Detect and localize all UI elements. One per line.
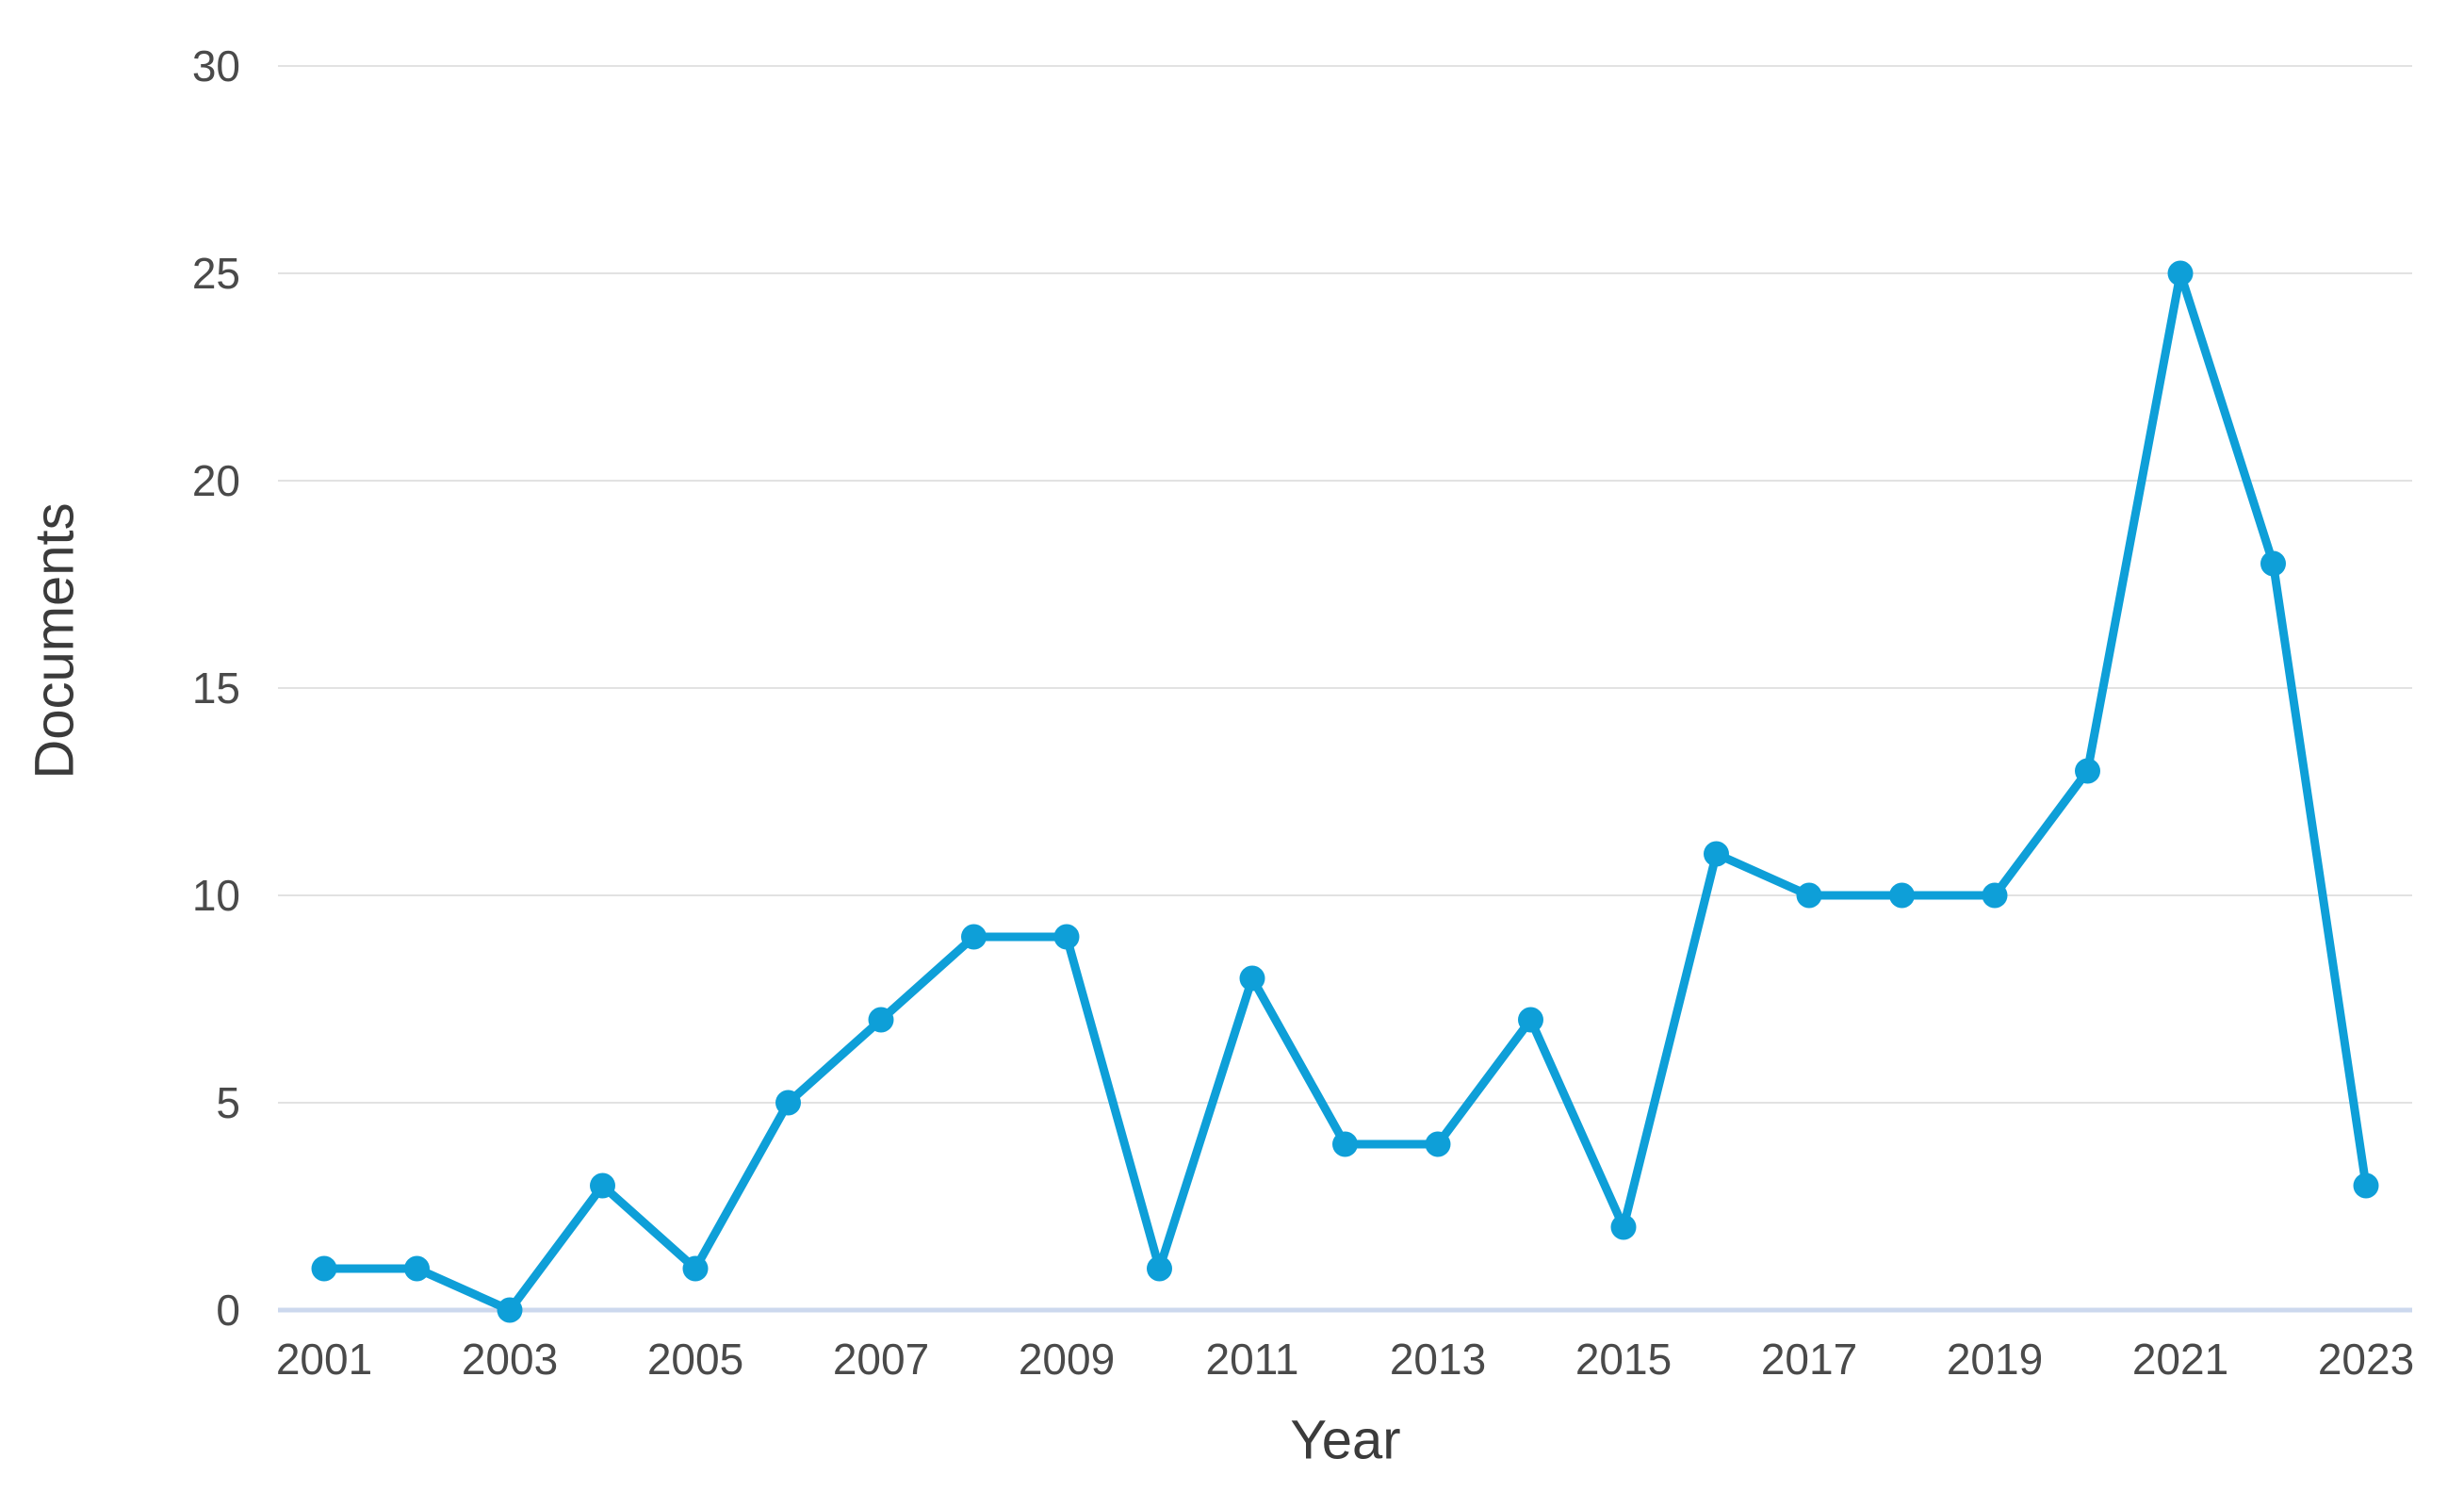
data-point-2012[interactable]: 2012: 4 (1332, 1131, 1358, 1157)
x-tick-label: 2021 (2132, 1335, 2228, 1384)
data-point-2013[interactable]: 2013: 4 (1425, 1131, 1451, 1157)
y-axis-title: Documents (24, 502, 86, 779)
x-tick-label: 2009 (1019, 1335, 1115, 1384)
data-point-2014[interactable]: 2014: 7 (1518, 1007, 1543, 1033)
data-point-2018[interactable]: 2018: 10 (1889, 882, 1915, 909)
data-point-2011[interactable]: 2011: 8 (1239, 965, 1265, 992)
data-point-2007[interactable]: 2007: 7 (868, 1007, 894, 1033)
x-axis-title: Year (1290, 1409, 1401, 1471)
data-point-2021[interactable]: 2021: 25 (2167, 260, 2194, 287)
x-tick-label: 2003 (462, 1335, 558, 1384)
data-point-2020[interactable]: 2020: 13 (2075, 758, 2100, 784)
y-tick-label: 20 (192, 456, 240, 505)
data-point-2022[interactable]: 2022: 18 (2260, 550, 2286, 577)
x-tick-label: 2015 (1575, 1335, 1672, 1384)
y-tick-label: 30 (192, 41, 240, 90)
y-tick-label: 15 (192, 664, 240, 713)
data-point-2001[interactable]: 2001: 1 (311, 1255, 337, 1282)
x-tick-label: 2005 (647, 1335, 743, 1384)
data-point-2017[interactable]: 2017: 10 (1796, 882, 1822, 909)
x-tick-label: 2001 (276, 1335, 372, 1384)
data-point-2010[interactable]: 2010: 1 (1147, 1255, 1172, 1282)
x-tick-label: 2019 (1947, 1335, 2043, 1384)
x-tick-label: 2017 (1761, 1335, 1857, 1384)
x-tick-label: 2007 (833, 1335, 929, 1384)
data-point-2008[interactable]: 2008: 9 (961, 924, 987, 950)
y-tick-label: 25 (192, 249, 240, 298)
data-point-2004[interactable]: 2004: 3 (590, 1172, 615, 1199)
x-tick-label: 2023 (2318, 1335, 2414, 1384)
data-point-2015[interactable]: 2015: 2 (1610, 1214, 1637, 1240)
data-point-2006[interactable]: 2006: 5 (775, 1090, 801, 1116)
data-point-2003[interactable]: 2003: 0 (497, 1297, 523, 1323)
data-point-2005[interactable]: 2005: 1 (682, 1255, 709, 1282)
x-tick-label: 2011 (1206, 1335, 1299, 1384)
data-point-2016[interactable]: 2016: 11 (1704, 841, 1729, 867)
data-point-2002[interactable]: 2002: 1 (404, 1255, 430, 1282)
data-point-2023[interactable]: 2023: 3 (2353, 1172, 2379, 1199)
x-tick-label: 2013 (1390, 1335, 1486, 1384)
y-tick-label: 10 (192, 871, 240, 920)
y-tick-label: 0 (216, 1286, 240, 1335)
data-point-2009[interactable]: 2009: 9 (1053, 924, 1080, 950)
y-tick-label: 5 (216, 1078, 240, 1127)
data-point-2019[interactable]: 2019: 10 (1982, 882, 2008, 909)
